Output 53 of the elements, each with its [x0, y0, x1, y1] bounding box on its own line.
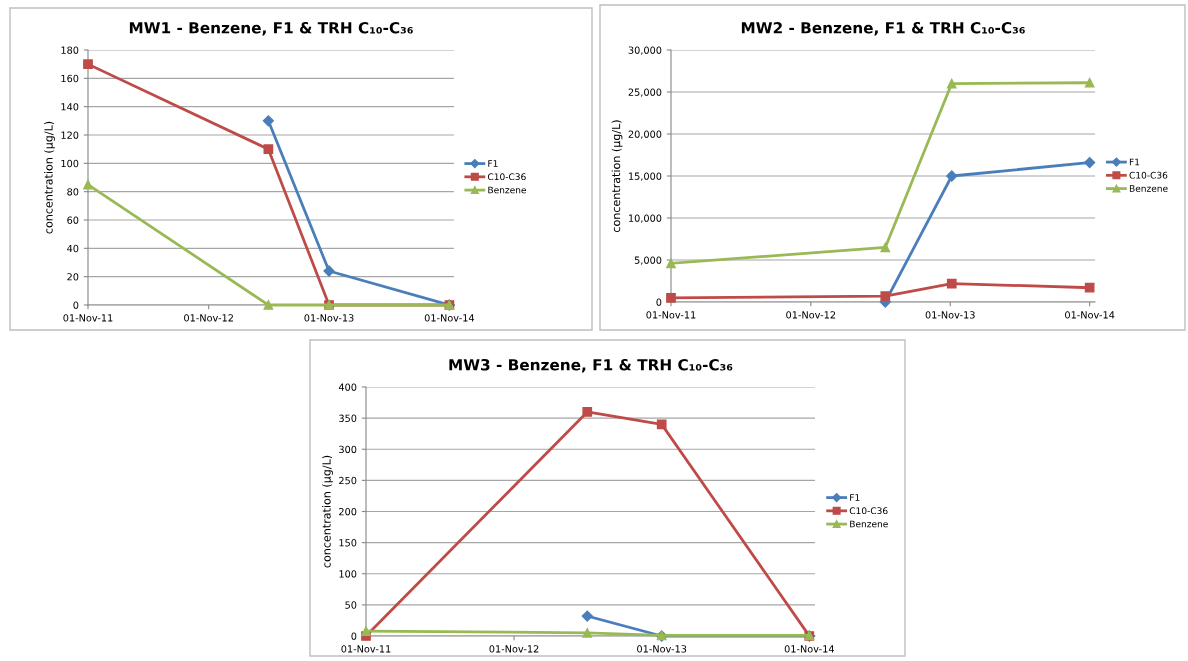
y-tick-label: 20,000 [628, 130, 662, 139]
chart-title: MW3 - Benzene, F1 & TRH C₁₀-C₃₆ [449, 358, 733, 373]
y-tick-label: 250 [339, 476, 357, 485]
x-tick-label: 01-Nov-14 [784, 645, 835, 653]
x-tick-label: 01-Nov-12 [489, 645, 539, 653]
x-tick-label: 01-Nov-13 [925, 311, 975, 319]
chart-title: MW1 - Benzene, F1 & TRH C₁₀-C₃₆ [129, 21, 413, 36]
y-tick-label: 50 [345, 601, 357, 609]
y-tick-label: 350 [339, 414, 357, 422]
y-tick-label: 40 [67, 244, 79, 253]
x-tick-label: 01-Nov-13 [637, 645, 687, 653]
y-tick-label: 10,000 [629, 214, 662, 223]
y-tick-label: 300 [339, 445, 357, 454]
x-tick-label: 01-Nov-11 [646, 311, 696, 319]
x-tick-label: 01-Nov-11 [63, 314, 113, 322]
y-tick-label: 60 [67, 216, 79, 224]
legend-label: F1 [488, 160, 498, 167]
x-tick-label: 01-Nov-11 [341, 645, 391, 653]
y-tick-label: 30,000 [628, 46, 662, 55]
legend-label: Benzene [1129, 185, 1168, 192]
y-tick-label: 120 [61, 131, 79, 139]
x-tick-label: 01-Nov-13 [304, 314, 354, 322]
y-tick-label: 140 [61, 103, 79, 111]
x-tick-label: 01-Nov-12 [786, 311, 836, 319]
y-tick-label: 200 [339, 507, 357, 516]
legend-label: C10-C36 [1129, 171, 1168, 179]
y-tick-label: 0 [73, 301, 79, 309]
y-tick-label: 100 [61, 159, 79, 168]
legend-label: C10-C36 [487, 173, 526, 181]
y-axis-title: concentration (µg/L) [44, 121, 55, 234]
y-axis-title: concentration (µg/L) [611, 120, 623, 232]
x-tick-label: 01-Nov-12 [184, 314, 233, 322]
legend-label: Benzene [488, 186, 527, 194]
legend-label: Benzene [850, 520, 888, 528]
y-tick-label: 0 [656, 298, 662, 306]
y-tick-label: 80 [67, 188, 79, 196]
y-tick-label: 180 [61, 46, 79, 54]
y-tick-label: 0 [351, 632, 357, 640]
legend-label: F1 [1129, 158, 1140, 166]
y-axis-title: concentration (µg/L) [322, 455, 333, 568]
y-tick-label: 150 [339, 539, 357, 547]
y-tick-label: 5,000 [634, 256, 662, 265]
x-tick-label: 01-Nov-14 [424, 314, 475, 322]
y-tick-label: 20 [67, 273, 79, 281]
y-tick-label: 160 [61, 74, 79, 83]
y-tick-label: 15,000 [629, 172, 662, 181]
legend-label: C10-C36 [849, 507, 888, 515]
chart-title: MW2 - Benzene, F1 & TRH C₁₀-C₃₆ [741, 21, 1025, 36]
x-tick-label: 01-Nov-14 [1065, 311, 1115, 319]
legend-label: F1 [850, 494, 860, 501]
y-tick-label: 400 [338, 383, 357, 391]
y-tick-label: 25,000 [628, 88, 662, 97]
y-tick-label: 100 [339, 570, 357, 578]
